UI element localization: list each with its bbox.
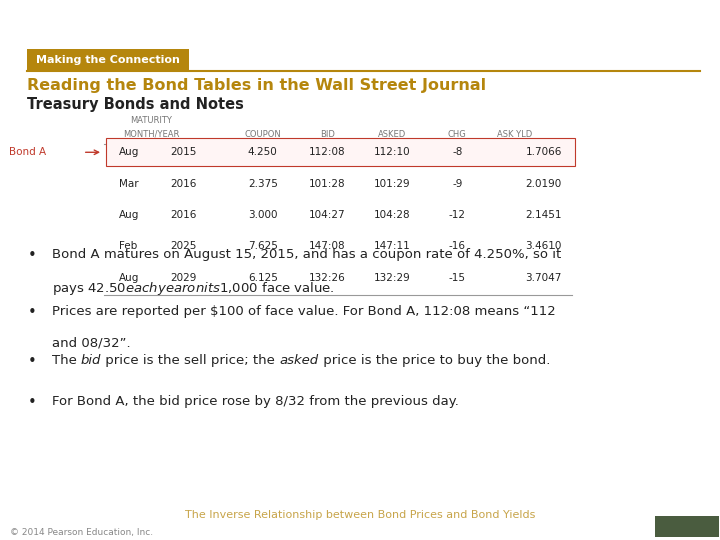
Text: -12: -12 xyxy=(449,210,466,220)
Text: For Bond A, the bid price rose by 8/32 from the previous day.: For Bond A, the bid price rose by 8/32 f… xyxy=(52,395,459,408)
Text: Reading the Bond Tables in the Wall Street Journal: Reading the Bond Tables in the Wall Stre… xyxy=(27,78,487,93)
Text: 147:11: 147:11 xyxy=(374,241,411,251)
Text: •: • xyxy=(27,354,36,369)
Text: price is the sell price; the: price is the sell price; the xyxy=(102,354,279,367)
Text: 101:28: 101:28 xyxy=(310,179,346,188)
Text: 3.000: 3.000 xyxy=(248,210,277,220)
Text: •: • xyxy=(27,395,36,410)
Text: 132:26: 132:26 xyxy=(309,273,346,282)
Text: and 08/32”.: and 08/32”. xyxy=(52,336,130,349)
Text: Aug: Aug xyxy=(119,147,139,157)
Text: price is the price to buy the bond.: price is the price to buy the bond. xyxy=(318,354,550,367)
Text: 2016: 2016 xyxy=(171,179,197,188)
Text: 2.1451: 2.1451 xyxy=(526,210,562,220)
Text: bid: bid xyxy=(81,354,102,367)
Text: 6.125: 6.125 xyxy=(248,273,278,282)
Text: 39 of 53: 39 of 53 xyxy=(665,522,709,531)
Text: 2029: 2029 xyxy=(171,273,197,282)
Text: CHG: CHG xyxy=(448,130,467,139)
Text: 3.4610: 3.4610 xyxy=(526,241,562,251)
Text: COUPON: COUPON xyxy=(244,130,282,139)
Text: Mar: Mar xyxy=(119,179,138,188)
Text: ASK YLD: ASK YLD xyxy=(498,130,532,139)
Text: BID: BID xyxy=(320,130,335,139)
FancyArrowPatch shape xyxy=(86,150,99,154)
Text: The Inverse Relationship between Bond Prices and Bond Yields: The Inverse Relationship between Bond Pr… xyxy=(185,510,535,521)
FancyBboxPatch shape xyxy=(655,516,719,537)
Text: 104:28: 104:28 xyxy=(374,210,410,220)
Text: 112:10: 112:10 xyxy=(374,147,410,157)
Text: 7.625: 7.625 xyxy=(248,241,278,251)
Text: 132:29: 132:29 xyxy=(374,273,411,282)
FancyBboxPatch shape xyxy=(106,138,575,166)
Text: Bond A: Bond A xyxy=(9,147,46,157)
Text: 101:29: 101:29 xyxy=(374,179,410,188)
Text: -16: -16 xyxy=(449,241,466,251)
Text: Feb: Feb xyxy=(119,241,137,251)
Text: 2.375: 2.375 xyxy=(248,179,278,188)
Text: © 2014 Pearson Education, Inc.: © 2014 Pearson Education, Inc. xyxy=(10,528,153,537)
Text: -9: -9 xyxy=(452,179,462,188)
Text: 2016: 2016 xyxy=(171,210,197,220)
Text: •: • xyxy=(27,248,36,264)
Text: Bond A matures on August 15, 2015, and has a coupon rate of 4.250%, so it: Bond A matures on August 15, 2015, and h… xyxy=(52,248,561,261)
FancyBboxPatch shape xyxy=(27,49,189,71)
Text: MATURITY: MATURITY xyxy=(130,116,172,125)
Text: 2025: 2025 xyxy=(171,241,197,251)
Text: pays $42.50 each year on its $1,000 face value.: pays $42.50 each year on its $1,000 face… xyxy=(52,280,335,296)
Text: Treasury Bonds and Notes: Treasury Bonds and Notes xyxy=(27,97,244,112)
Text: 3.7047: 3.7047 xyxy=(526,273,562,282)
Text: 2.0190: 2.0190 xyxy=(526,179,562,188)
Text: •: • xyxy=(27,305,36,320)
Text: Aug: Aug xyxy=(119,273,139,282)
Text: Making the Connection: Making the Connection xyxy=(37,55,180,65)
Text: 104:27: 104:27 xyxy=(310,210,346,220)
Text: 4.250: 4.250 xyxy=(248,147,278,157)
Text: ASKED: ASKED xyxy=(378,130,407,139)
Text: -8: -8 xyxy=(452,147,462,157)
Text: 147:08: 147:08 xyxy=(310,241,346,251)
Text: The: The xyxy=(52,354,81,367)
Text: MONTH/YEAR: MONTH/YEAR xyxy=(123,130,179,139)
Text: -15: -15 xyxy=(449,273,466,282)
Text: Aug: Aug xyxy=(119,210,139,220)
Text: Prices are reported per $100 of face value. For Bond A, 112:08 means “112: Prices are reported per $100 of face val… xyxy=(52,305,556,318)
Text: 112:08: 112:08 xyxy=(310,147,346,157)
Text: 2015: 2015 xyxy=(171,147,197,157)
Text: asked: asked xyxy=(279,354,318,367)
Text: 1.7066: 1.7066 xyxy=(526,147,562,157)
